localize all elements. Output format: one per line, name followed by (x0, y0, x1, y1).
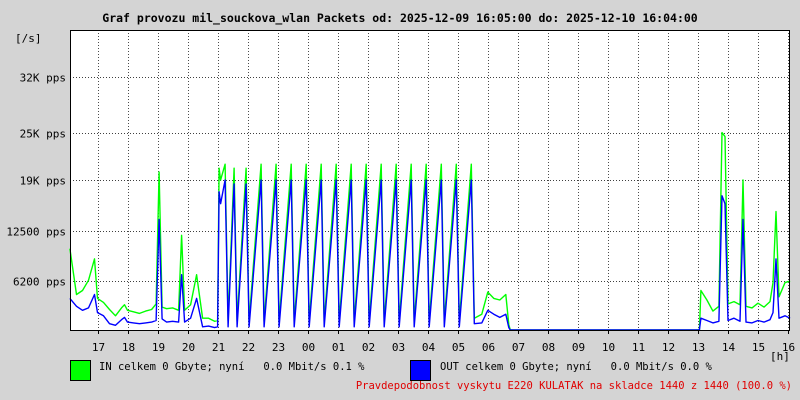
x-tick-label: 03 (392, 341, 405, 354)
y-axis-unit-label: [/s] (15, 32, 42, 45)
x-tick-label: 11 (632, 341, 645, 354)
series-layer (69, 131, 791, 331)
x-tick-label: 02 (362, 341, 375, 354)
legend-out-text: OUT celkem 0 Gbyte; nyní 0.0 Mbit/s 0.0 … (440, 361, 712, 373)
x-tick-label: 05 (452, 341, 465, 354)
x-axis-unit-label: [h] (770, 350, 790, 363)
tick-labels: 6200 pps 12500 pps 19K pps 25K pps 32K pps 17… (6, 72, 795, 355)
legend-out-swatch (410, 360, 431, 381)
x-tick-label: 17 (92, 341, 105, 354)
x-tick-label: 12 (662, 341, 675, 354)
y-tick-label: 25K pps (20, 128, 66, 141)
x-tick-label: 21 (212, 341, 225, 354)
y-tick-label: 12500 pps (6, 226, 66, 239)
x-tick-label: 13 (692, 341, 705, 354)
x-tick-label: 22 (242, 341, 255, 354)
x-tick-label: 04 (422, 341, 436, 354)
x-tick-label: 16 (782, 341, 795, 354)
chart-title: Graf provozu mil_souckova_wlan Packets o… (102, 11, 698, 25)
x-tick-label: 00 (302, 341, 315, 354)
x-tick-label: 23 (272, 341, 285, 354)
x-tick-label: 06 (482, 341, 495, 354)
plot-area (70, 30, 790, 330)
x-tick-label: 19 (152, 341, 165, 354)
x-tick-label: 07 (512, 341, 525, 354)
probability-note: Pravdepodobnost vyskytu E220 KULATAK na … (355, 380, 792, 392)
x-tick-label: 09 (572, 341, 585, 354)
y-tick-label: 19K pps (20, 175, 66, 188)
x-tick-label: 18 (122, 341, 135, 354)
x-tick-label: 08 (542, 341, 555, 354)
x-tick-label: 10 (602, 341, 615, 354)
x-tick-label: 01 (332, 341, 345, 354)
y-tick-label: 32K pps (20, 72, 66, 85)
series-line-out (69, 179, 791, 331)
x-tick-label: 20 (182, 341, 195, 354)
legend-in-swatch (70, 360, 91, 381)
plot-border (70, 30, 790, 331)
x-tick-label: 15 (752, 341, 765, 354)
legend-in-text: IN celkem 0 Gbyte; nyní 0.0 Mbit/s 0.1 % (99, 361, 365, 373)
x-tick-label: 14 (722, 341, 736, 354)
y-tick-label: 6200 pps (13, 276, 66, 289)
